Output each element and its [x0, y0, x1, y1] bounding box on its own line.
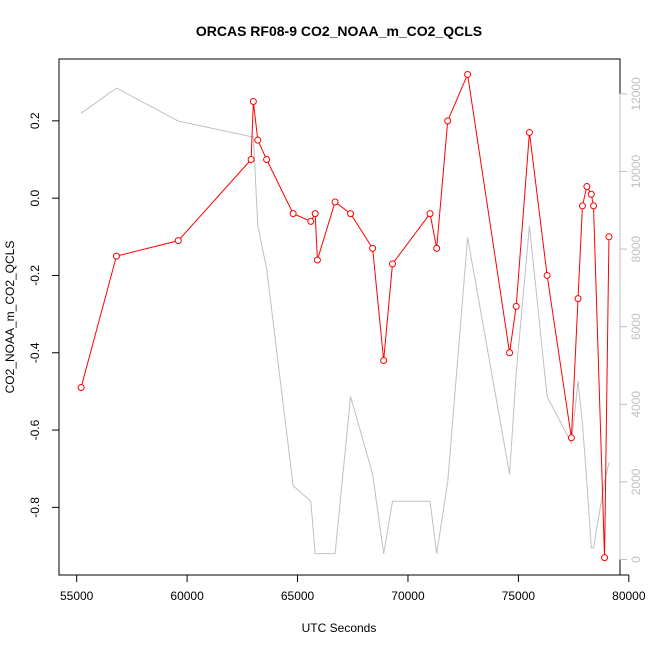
primary-series-line: [80, 72, 610, 558]
y-tick-label: -0.8: [28, 497, 42, 518]
x-tick-label: 75000: [502, 589, 536, 603]
y2-tick-label: 0: [629, 556, 643, 563]
data-point: [590, 202, 597, 210]
y-tick-label: -0.6: [28, 419, 42, 440]
data-point: [289, 210, 297, 218]
x-tick-label: 70000: [391, 589, 425, 603]
data-point: [464, 70, 472, 78]
x-tick-label: 60000: [170, 589, 204, 603]
y2-tick-label: 8000: [629, 235, 643, 262]
data-point: [567, 434, 575, 442]
y2-tick-label: 6000: [629, 313, 643, 340]
data-point: [380, 356, 388, 364]
data-point: [313, 256, 321, 264]
data-point: [254, 136, 262, 144]
y-tick-label: 0.2: [28, 112, 42, 129]
x-tick-label: 80000: [612, 589, 646, 603]
y-tick-label: -0.2: [28, 265, 42, 286]
y2-tick-label: 10000: [629, 155, 643, 189]
y2-tick-label: 2000: [629, 468, 643, 495]
data-point: [512, 302, 520, 310]
data-point: [525, 128, 533, 136]
data-point: [543, 271, 551, 279]
data-point: [605, 233, 613, 241]
data-point: [347, 210, 355, 218]
x-axis-label: UTC Seconds: [302, 621, 377, 635]
y2-tick-label: 4000: [629, 391, 643, 418]
data-point: [112, 252, 120, 260]
data-point: [369, 244, 377, 252]
data-point: [307, 217, 315, 225]
data-point: [263, 155, 271, 163]
data-point: [506, 349, 514, 357]
data-point: [311, 210, 319, 218]
data-point: [174, 237, 182, 245]
y-tick-label: -0.4: [28, 342, 42, 363]
y-axis-left: -0.8 -0.6 -0.4 -0.2 0.0 0.2: [28, 112, 60, 518]
x-axis: 55000 60000 65000 70000 75000 80000: [60, 574, 646, 603]
data-point: [247, 155, 255, 163]
plot-frame: [58, 58, 621, 576]
y2-tick-label: 12000: [629, 77, 643, 111]
x-tick-label: 55000: [60, 589, 94, 603]
data-point: [578, 202, 586, 210]
data-point: [249, 98, 257, 106]
y-axis-right: 0 2000 4000 6000 8000 10000 12000: [619, 77, 643, 563]
y-axis-label: CO2_NOAA_m_CO2_QCLS: [3, 241, 17, 394]
chart-title: ORCAS RF08-9 CO2_NOAA_m_CO2_QCLS: [196, 23, 482, 39]
y-tick-label: 0.0: [28, 189, 42, 206]
data-point: [601, 554, 609, 562]
data-point: [389, 260, 397, 268]
data-point: [587, 190, 595, 198]
data-point: [574, 295, 582, 303]
data-point: [583, 183, 591, 191]
series-layer: [77, 70, 613, 562]
x-tick-label: 65000: [281, 589, 315, 603]
secondary-series-line: [80, 87, 610, 555]
data-point: [426, 210, 434, 218]
data-point: [433, 244, 441, 252]
data-point: [331, 198, 339, 206]
data-point: [77, 384, 85, 392]
data-point: [444, 117, 452, 125]
